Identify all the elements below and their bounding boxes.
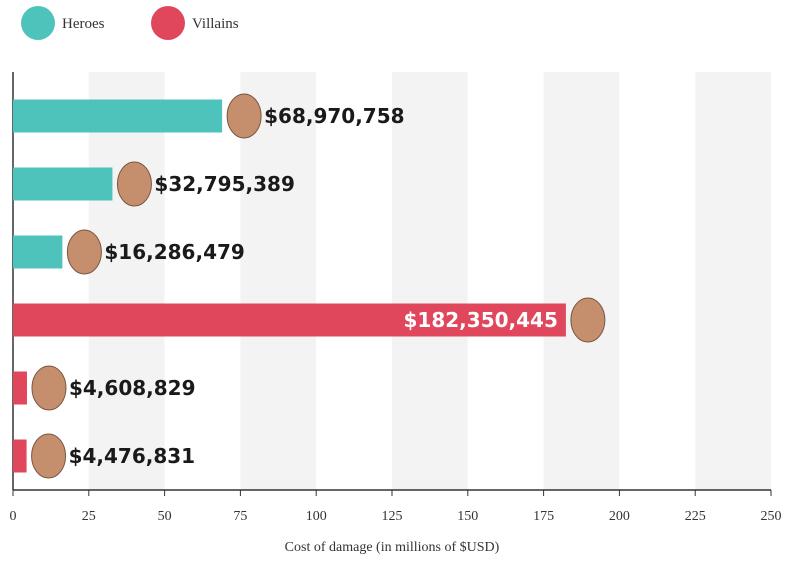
stripe — [619, 72, 695, 490]
value-label: $32,795,389 — [154, 172, 294, 196]
x-tick-label: 75 — [233, 509, 247, 524]
legend-swatch — [21, 6, 55, 40]
value-label: $16,286,479 — [104, 240, 244, 264]
x-tick-label: 50 — [158, 509, 172, 524]
x-tick-label: 225 — [685, 509, 706, 524]
x-tick-label: 150 — [457, 509, 478, 524]
x-tick-label: 100 — [306, 509, 327, 524]
x-tick-label: 25 — [82, 509, 96, 524]
legend-label: Heroes — [62, 16, 105, 32]
bar — [13, 100, 222, 133]
stripe — [392, 72, 468, 490]
stripe — [165, 72, 241, 490]
legend-swatch — [151, 6, 185, 40]
stripe — [468, 72, 544, 490]
bar — [13, 440, 27, 473]
bar — [13, 168, 112, 201]
stripe — [316, 72, 392, 490]
x-tick-label: 175 — [533, 509, 554, 524]
face-icon — [571, 298, 605, 342]
stripe — [695, 72, 771, 490]
value-label: $4,476,831 — [69, 444, 196, 468]
x-tick-label: 200 — [609, 509, 630, 524]
bar — [13, 236, 62, 269]
stripe — [89, 72, 165, 490]
bar — [13, 372, 27, 405]
x-tick-label: 125 — [382, 509, 403, 524]
x-axis-title: Cost of damage (in millions of $USD) — [285, 540, 500, 555]
face-icon — [117, 162, 151, 206]
face-icon — [227, 94, 261, 138]
value-label: $68,970,758 — [264, 104, 404, 128]
chart: Cost of damage (in millions of $USD) 0 25… — [0, 0, 785, 563]
face-icon — [67, 230, 101, 274]
stripe — [13, 72, 89, 490]
value-label: $182,350,445 — [404, 308, 558, 332]
x-tick-label: 250 — [761, 509, 782, 524]
legend-label: Villains — [192, 16, 239, 32]
stripe — [544, 72, 620, 490]
x-tick-label: 0 — [10, 509, 17, 524]
face-icon — [32, 366, 66, 410]
value-label: $4,608,829 — [69, 376, 196, 400]
face-icon — [32, 434, 66, 478]
